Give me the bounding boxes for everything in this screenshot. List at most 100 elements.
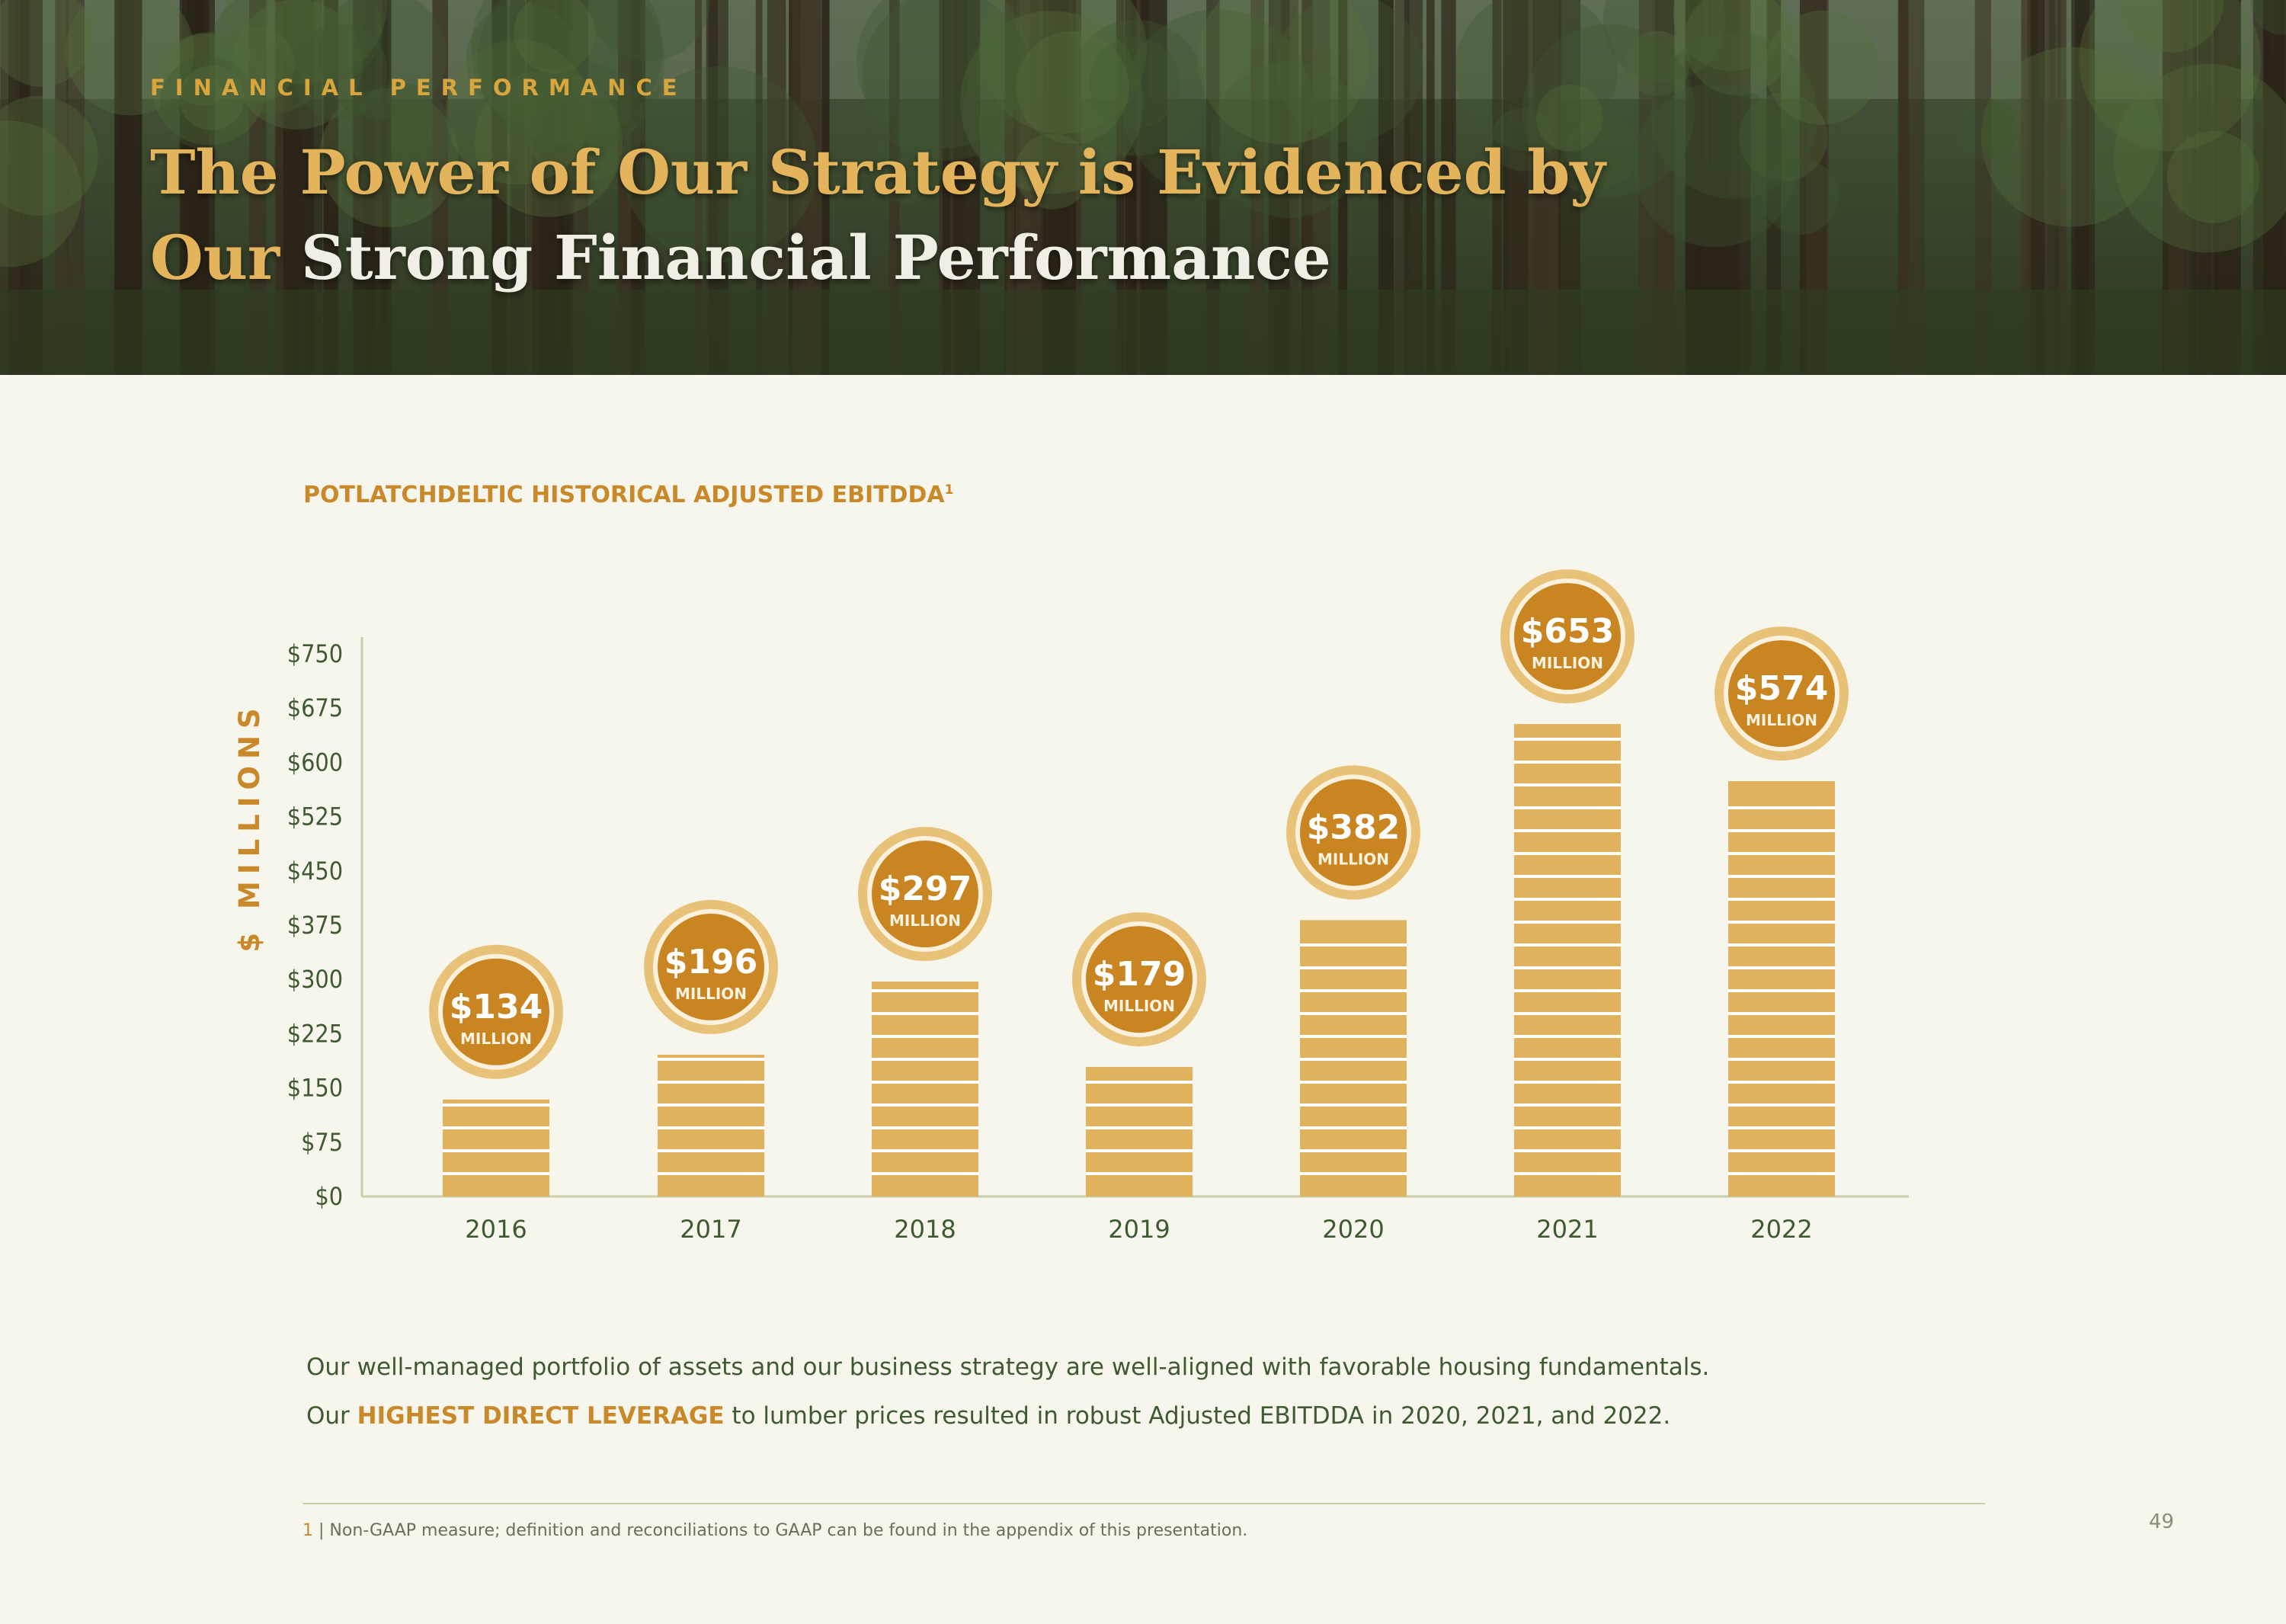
data-label-unit: MILLION	[1103, 997, 1175, 1015]
bar-stripe	[1300, 1035, 1407, 1038]
data-label: $179	[1093, 955, 1186, 994]
bar-stripe	[658, 1172, 764, 1175]
data-label: $134	[450, 988, 543, 1027]
data-label: $297	[879, 870, 972, 908]
badge-disc	[872, 841, 978, 948]
bar-stripe	[1514, 1126, 1621, 1129]
bar-stripe	[872, 989, 978, 992]
value-badge-2017: $196 MILLION	[644, 899, 778, 1034]
body-line-2-suffix: to lumber prices resulted in robust Adju…	[732, 1402, 1671, 1430]
value-badge-2018: $297 MILLION	[858, 827, 992, 962]
bar-rect	[1728, 781, 1835, 1196]
bar-stripe	[1728, 943, 1835, 947]
y-axis-title: $ MILLIONS	[233, 701, 266, 952]
bar-stripe	[1300, 966, 1407, 969]
headline-line-2: Our Strong Financial Performance	[150, 215, 1606, 300]
bar-stripe	[1728, 1035, 1835, 1038]
bar-rect	[872, 982, 978, 1196]
bar-stripe	[1514, 921, 1621, 924]
bar-stripe	[1514, 1035, 1621, 1038]
badge-disc	[1300, 779, 1407, 886]
bar-2020	[1300, 920, 1407, 1196]
bar-stripe	[658, 1149, 764, 1152]
bar-stripe	[1514, 875, 1621, 878]
bar-stripe	[1514, 829, 1621, 832]
bar-stripe	[1300, 1149, 1407, 1152]
body-line-1: Our well-managed portfolio of assets and…	[306, 1353, 1710, 1381]
bar-stripe	[1514, 1012, 1621, 1015]
value-badge-2016: $134 MILLION	[429, 944, 563, 1079]
forest-trees	[0, 0, 2286, 375]
bar-stripe	[1728, 1126, 1835, 1129]
y-tick-label: $600	[287, 748, 343, 777]
bar-stripe	[1300, 989, 1407, 992]
bar-stripe	[658, 1126, 764, 1129]
bar-stripe	[1728, 898, 1835, 901]
bar-2021	[1514, 724, 1621, 1196]
bar-rect	[1514, 724, 1621, 1196]
bar-stripe	[1728, 989, 1835, 992]
data-label-unit: MILLION	[1746, 711, 1817, 729]
bar-stripe	[1728, 1012, 1835, 1015]
chart-title-footnote-mark: 1	[944, 482, 954, 498]
bar-stripe	[1514, 943, 1621, 947]
bar-stripe	[1514, 852, 1621, 855]
bar-stripe	[872, 1035, 978, 1038]
body-line-2-emphasis: HIGHEST DIRECT LEVERAGE	[357, 1402, 725, 1430]
x-tick-label: 2018	[894, 1215, 956, 1244]
bar-rect	[658, 1054, 764, 1196]
bar-stripe	[443, 1103, 549, 1107]
value-badge-2022: $574 MILLION	[1714, 626, 1849, 761]
badge-disc	[1728, 640, 1835, 748]
bar-stripe	[1300, 1012, 1407, 1015]
value-badge-2021: $653 MILLION	[1500, 569, 1634, 704]
bar-stripe	[1728, 806, 1835, 809]
ebitdda-bar-chart: $0 $75 $150 $225 $300 $375 $450 $525 $600 $675 $75…	[233, 569, 1909, 1244]
bar-stripe	[658, 1058, 764, 1061]
bar-stripe	[1300, 1081, 1407, 1084]
bar-stripe	[1086, 1149, 1193, 1152]
data-label-unit: MILLION	[1532, 654, 1603, 672]
bar-stripe	[1728, 875, 1835, 878]
bar-stripe	[1728, 829, 1835, 832]
y-tick-label: $75	[301, 1128, 343, 1157]
bar-stripe	[1514, 1172, 1621, 1175]
bar-stripe	[443, 1172, 549, 1175]
bar-stripe	[872, 1149, 978, 1152]
bar-stripe	[658, 1103, 764, 1107]
data-label-unit: MILLION	[889, 911, 961, 930]
bar-stripe	[872, 1081, 978, 1084]
y-tick-label: $525	[287, 802, 343, 831]
bar-stripe	[1514, 966, 1621, 969]
footnote-text: | Non-GAAP measure; definition and recon…	[319, 1521, 1248, 1540]
bar-stripe	[1514, 989, 1621, 992]
bar-2017	[658, 1054, 764, 1196]
bar-stripe	[443, 1126, 549, 1129]
bar-stripe	[1514, 738, 1621, 741]
y-tick-label: $0	[315, 1182, 343, 1211]
bar-stripe	[1728, 966, 1835, 969]
bar-2022	[1728, 781, 1835, 1196]
bar-stripe	[1514, 761, 1621, 764]
x-tick-label: 2021	[1536, 1215, 1598, 1244]
bar-stripe	[1514, 1149, 1621, 1152]
data-label: $196	[664, 943, 757, 982]
y-tick-label: $300	[287, 965, 343, 994]
bar-stripe	[1728, 852, 1835, 855]
badge-disc	[1514, 583, 1621, 690]
bar-stripe	[1514, 898, 1621, 901]
bar-stripe	[1728, 1058, 1835, 1061]
x-tick-label: 2016	[465, 1215, 527, 1244]
bar-stripe	[872, 1172, 978, 1175]
y-tick-label: $450	[287, 857, 343, 886]
y-tick-label: $675	[287, 693, 343, 722]
x-tick-label: 2022	[1750, 1215, 1812, 1244]
badge-disc	[1086, 926, 1193, 1033]
forest-background-image	[0, 0, 2286, 375]
bar-stripe	[1514, 783, 1621, 786]
section-kicker: FINANCIAL PERFORMANCE	[150, 75, 687, 101]
chart-title: POTLATCHDELTIC HISTORICAL ADJUSTED EBITD…	[303, 482, 953, 508]
body-line-2: Our HIGHEST DIRECT LEVERAGE to lumber pr…	[306, 1392, 1709, 1440]
bar-stripe	[1514, 1058, 1621, 1061]
data-label: $574	[1735, 669, 1828, 708]
